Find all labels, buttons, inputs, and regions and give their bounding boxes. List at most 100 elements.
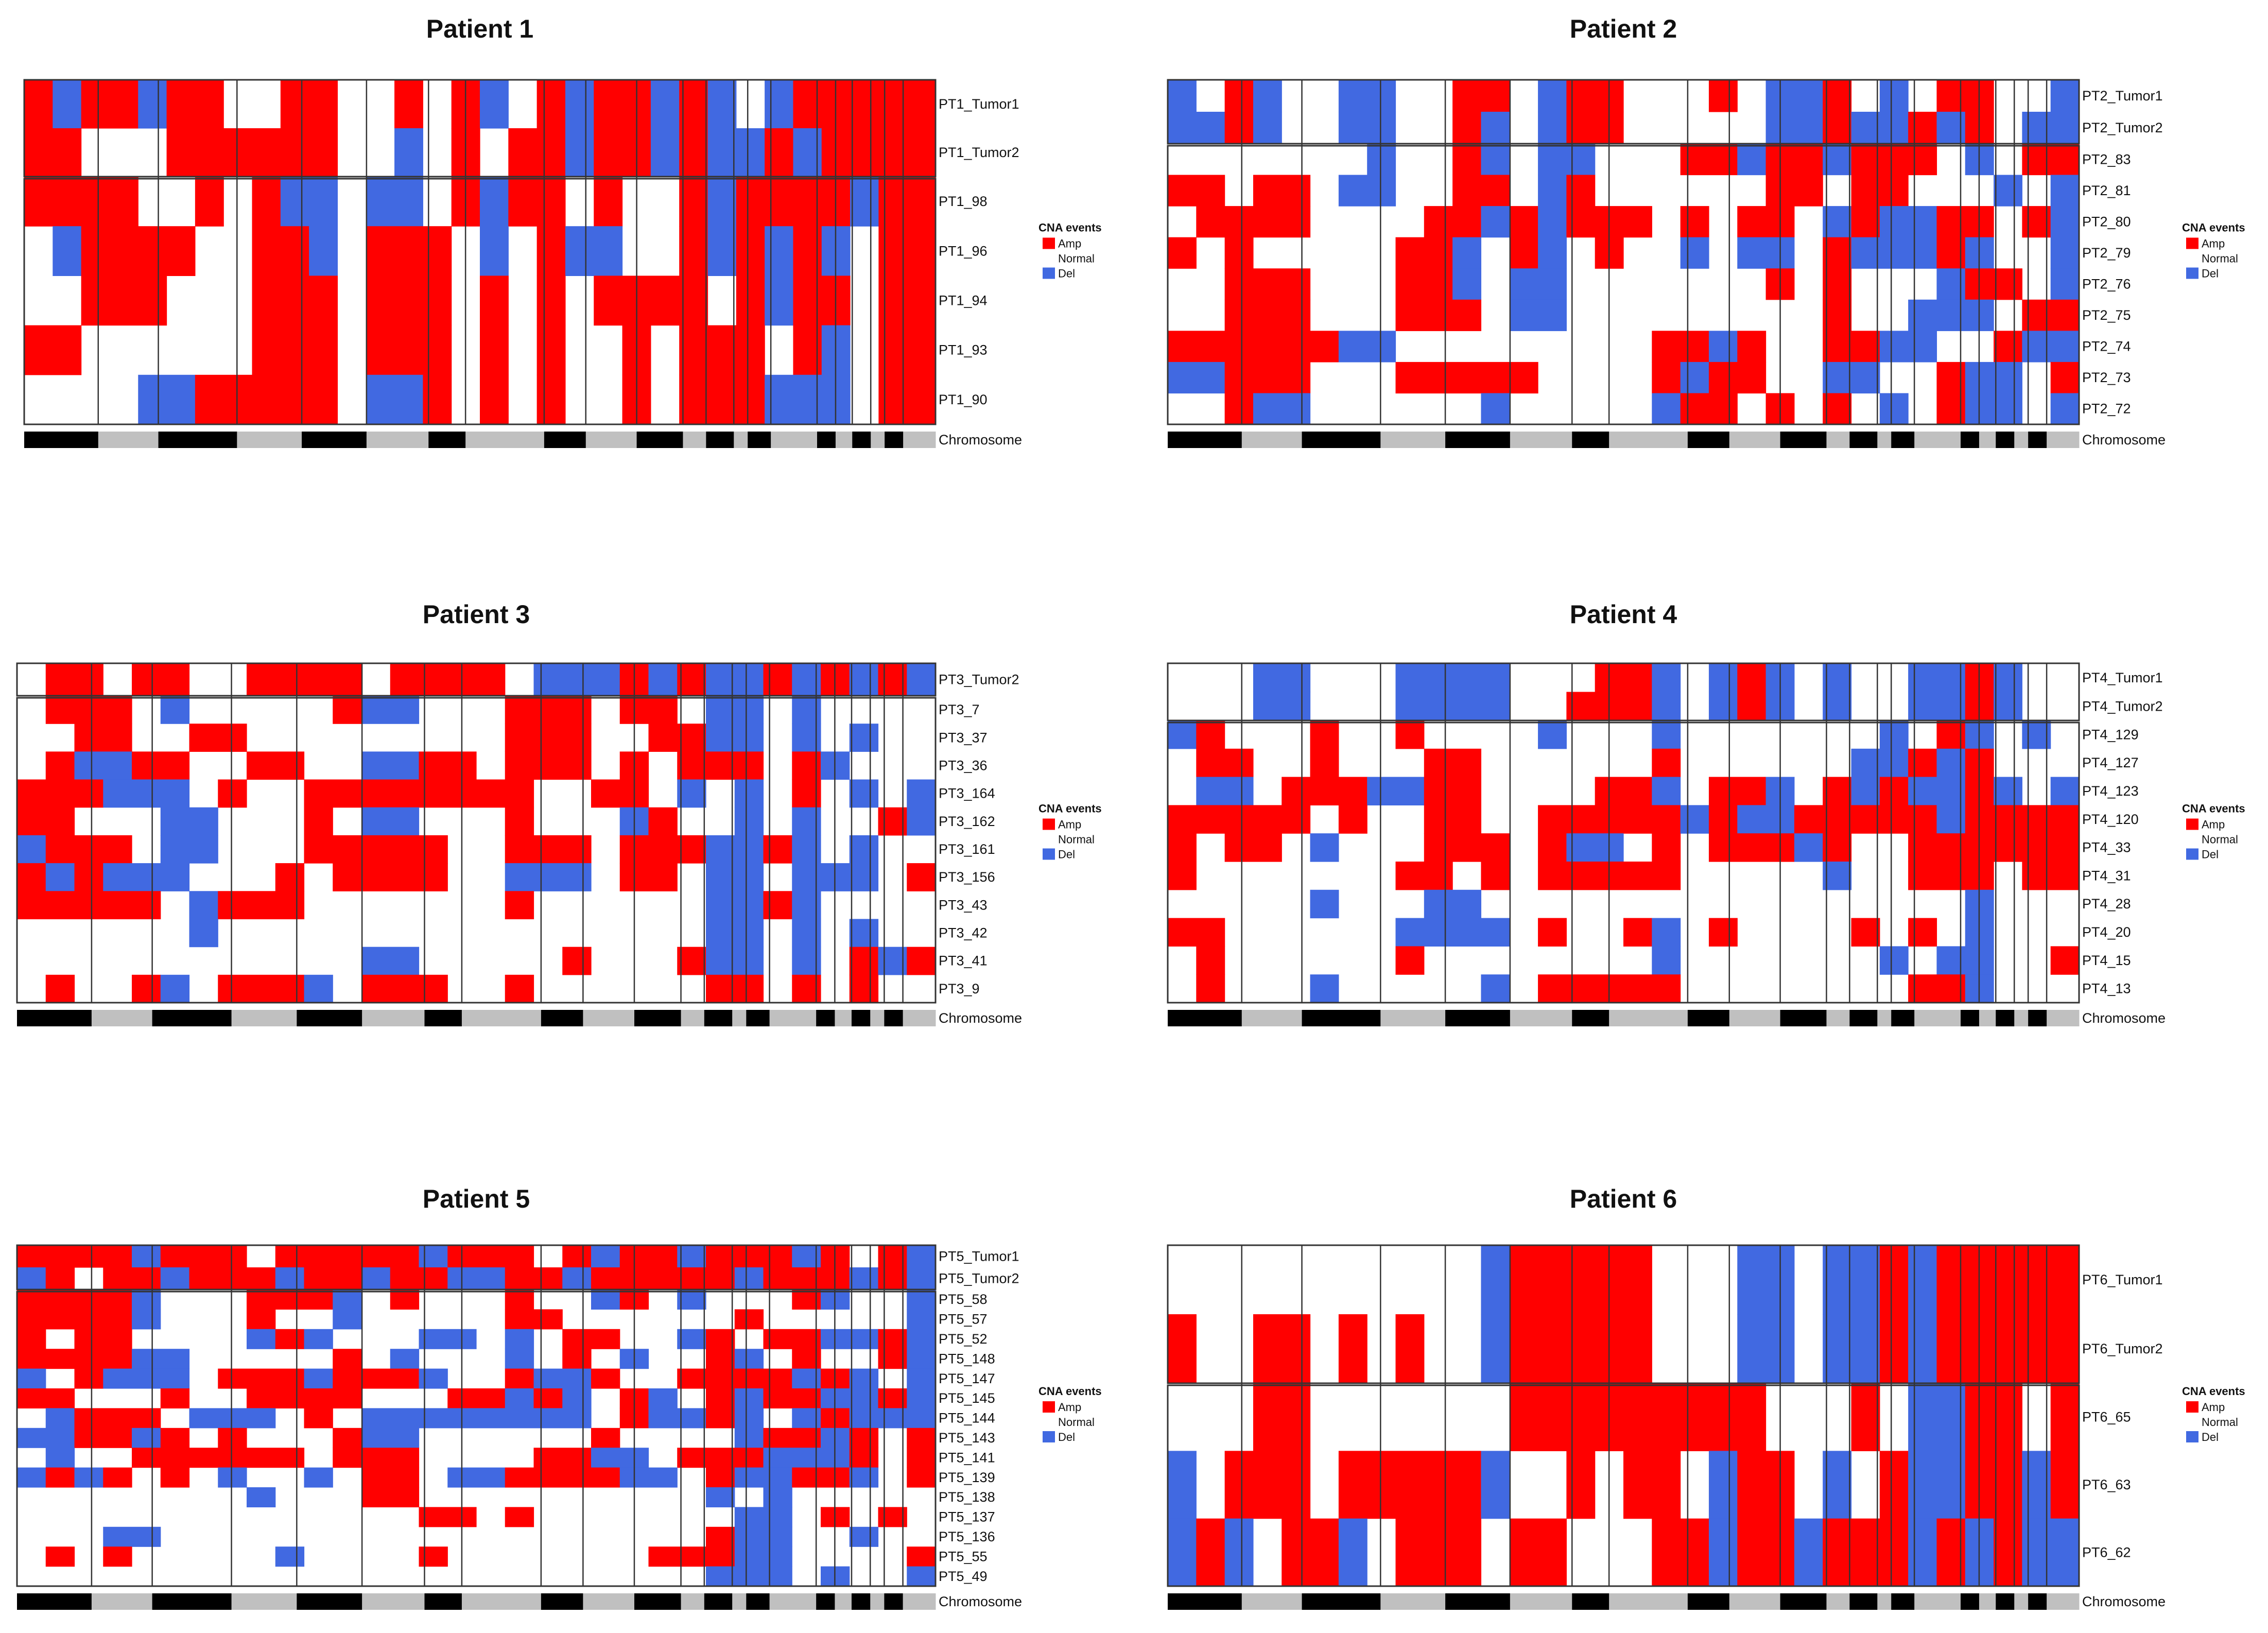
cna-cell-amp	[1680, 393, 1738, 425]
cna-cell-amp	[1424, 777, 1482, 805]
chromosome-segment	[1168, 1593, 1242, 1610]
chromosome-bar	[17, 1593, 936, 1610]
chromosome-segment	[1380, 1593, 1446, 1610]
cna-cell-del	[591, 1448, 649, 1468]
cna-cell-del	[74, 1467, 103, 1488]
legend-swatch-amp	[1043, 1401, 1055, 1413]
cna-cell-del	[648, 663, 678, 696]
cna-cell-amp	[1395, 299, 1482, 331]
cna-cell-del	[366, 374, 423, 425]
cna-cell-del	[1708, 1518, 1738, 1587]
cna-cell-amp	[677, 751, 764, 780]
cna-cell-del	[650, 128, 680, 177]
cna-cell-amp	[1879, 1314, 1909, 1384]
cna-cell-amp	[103, 1267, 161, 1290]
cna-cell-del	[565, 226, 623, 276]
cna-cell-del	[1908, 1383, 1966, 1451]
cna-cell-amp	[878, 374, 936, 425]
cna-cell-del	[2022, 112, 2080, 144]
heatmap-cells	[17, 663, 936, 1003]
cna-cell-amp	[252, 276, 338, 326]
cna-cell-del	[1879, 393, 1909, 425]
cna-cell-del	[17, 835, 46, 864]
chromosome-segment	[1979, 432, 1996, 448]
cna-cell-amp	[160, 1388, 190, 1408]
cna-cell-amp	[591, 1428, 620, 1448]
cna-cell-amp	[594, 276, 708, 326]
row-label: PT6_63	[2082, 1477, 2131, 1492]
cna-cell-amp	[45, 751, 75, 780]
cna-cell-del	[1823, 1314, 1880, 1384]
cna-cell-del	[138, 374, 196, 425]
chromosome-segment	[583, 1593, 635, 1610]
legend-label-amp: Amp	[1058, 1401, 1081, 1414]
cna-cell-del	[849, 724, 879, 752]
cna-cell-del	[734, 1428, 764, 1448]
cna-cell-del	[2050, 206, 2080, 238]
cna-cell-del	[2050, 393, 2080, 425]
cna-cell-del	[1338, 1518, 1367, 1587]
cna-cell-amp	[1509, 1383, 1767, 1451]
tumor-block-frame	[1167, 79, 2080, 145]
row-label: PT2_81	[2082, 183, 2131, 198]
cna-cell-amp	[1879, 1451, 1909, 1519]
cna-cell-amp	[1994, 1518, 2022, 1587]
cna-cell-amp	[679, 226, 708, 276]
chromosome-segment	[1826, 432, 1850, 448]
chromosome-bar	[1168, 1010, 2080, 1026]
cna-cell-amp	[1395, 946, 1425, 975]
cna-cell-amp	[45, 974, 75, 1003]
row-label: PT5_55	[939, 1549, 988, 1564]
chromosome-segment	[1960, 1010, 1980, 1026]
cna-cell-amp	[1424, 805, 1482, 834]
cna-cell-amp	[103, 1546, 132, 1567]
chromosome-segment	[884, 1593, 904, 1610]
cna-cell-amp	[763, 1428, 821, 1448]
cna-cell-del	[1708, 663, 1738, 693]
cna-cell-amp	[333, 1349, 362, 1369]
cna-cell-del	[132, 1349, 190, 1369]
chromosome-boundaries	[91, 663, 904, 1003]
cna-cell-del	[907, 807, 936, 836]
cna-cell-amp	[907, 1467, 936, 1488]
cna-cell-del	[1879, 331, 1937, 363]
chromosome-segment	[2028, 432, 2047, 448]
cna-cell-del	[591, 1290, 620, 1310]
row-label: PT3_161	[939, 841, 995, 857]
cna-cell-amp	[419, 1546, 448, 1567]
row-label: PT4_28	[2082, 896, 2131, 912]
cna-cell-amp	[505, 1467, 620, 1488]
chromosome-boundaries	[1241, 1245, 2048, 1586]
cna-cell-amp	[1794, 805, 1937, 834]
chromosome-segment	[2014, 1593, 2029, 1610]
cna-cell-del	[565, 80, 594, 129]
chromosome-segment	[1729, 432, 1781, 448]
cna-cell-amp	[394, 80, 423, 129]
cna-cell-amp	[218, 891, 305, 920]
cna-cell-amp	[763, 891, 792, 920]
row-label: PT1_90	[939, 392, 988, 407]
cna-cell-del	[734, 1526, 792, 1547]
cna-cell-del	[361, 1428, 420, 1448]
cna-cell-del	[247, 1487, 276, 1507]
row-label: PT2_76	[2082, 277, 2131, 292]
cna-cell-del	[734, 1546, 792, 1567]
chromosome-segment	[24, 432, 99, 448]
cna-cell-amp	[81, 276, 167, 326]
chromosome-segment	[302, 432, 367, 448]
cna-cell-del	[218, 1467, 247, 1488]
chromosome-segment	[681, 1010, 705, 1026]
row-label: PT2_Tumor1	[2082, 88, 2163, 104]
panel-patient-6: Patient 6 PT6_Tumor1 PT6_Tumor2 PT6_65 PT6_6…	[1167, 1184, 2245, 1610]
cna-cell-del	[1538, 175, 1567, 207]
cna-cell-amp	[1823, 833, 1852, 862]
cna-cell-del	[1338, 112, 1396, 144]
cna-cell-del	[419, 1329, 477, 1349]
chromosome-segment	[461, 1010, 542, 1026]
cna-cell-del	[505, 863, 592, 891]
chromosome-segment	[851, 1010, 871, 1026]
chromosome-segment	[1960, 1593, 1980, 1610]
cna-cell-amp	[849, 1448, 879, 1468]
cna-cell-amp	[17, 1329, 46, 1349]
cna-cell-del	[333, 1309, 362, 1330]
